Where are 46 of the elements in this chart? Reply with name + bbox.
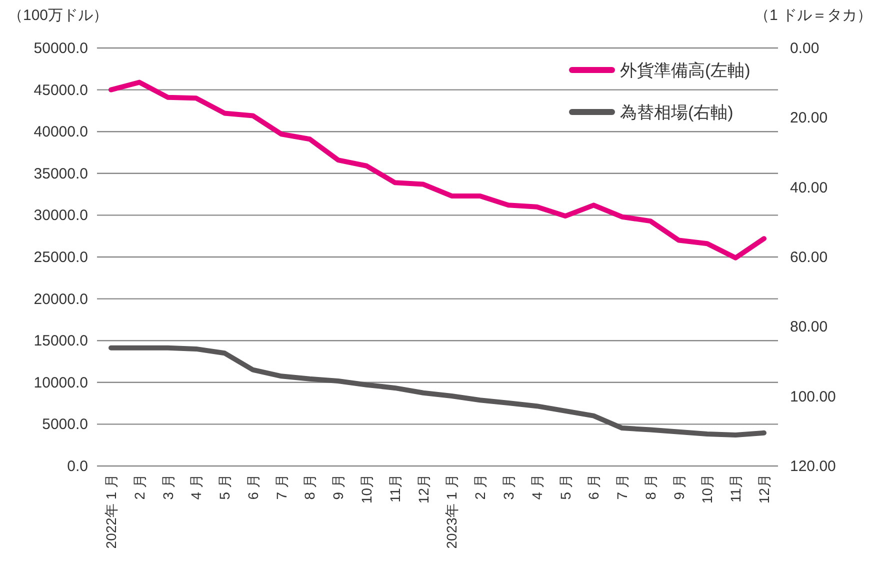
x-tick-label: 10月 bbox=[358, 474, 375, 504]
y2-tick-label: 20.00 bbox=[790, 110, 828, 127]
y-tick-label: 35000.0 bbox=[34, 165, 88, 182]
x-tick-label: 11月 bbox=[386, 474, 403, 503]
y-tick-label: 40000.0 bbox=[34, 124, 88, 141]
x-tick-label: 12月 bbox=[415, 474, 432, 504]
x-tick-label: 3 月 bbox=[500, 474, 516, 500]
x-tick-label: 6 月 bbox=[244, 474, 261, 500]
x-tick-label: 10月 bbox=[699, 474, 716, 504]
y2-tick-label: 120.00 bbox=[790, 458, 836, 475]
x-tick-label: 9 月 bbox=[330, 474, 346, 500]
y-tick-label: 50000.0 bbox=[34, 40, 88, 57]
x-tick-label: 7 月 bbox=[614, 474, 630, 500]
x-tick-label: 2023年 1 月 bbox=[444, 474, 460, 549]
y2-axis-title: （1 ドル＝タカ） bbox=[754, 7, 872, 24]
y2-tick-label: 100.00 bbox=[790, 388, 836, 406]
y-axis-title: （100万ドル） bbox=[8, 7, 108, 24]
y2-tick-label: 40.00 bbox=[790, 179, 828, 196]
y-tick-label: 45000.0 bbox=[34, 82, 88, 99]
x-tick-label: 4 月 bbox=[528, 474, 545, 500]
y2-tick-label: 80.00 bbox=[790, 318, 828, 336]
y2-tick-label: 60.00 bbox=[790, 249, 828, 266]
x-tick-label: 6 月 bbox=[586, 474, 602, 500]
x-tick-label: 3 月 bbox=[160, 474, 176, 500]
legend-label: 外貨準備高(左軸) bbox=[620, 61, 750, 80]
x-tick-label: 5 月 bbox=[216, 474, 233, 500]
y2-tick-label: 0.00 bbox=[790, 40, 820, 57]
x-tick-label: 9 月 bbox=[670, 474, 687, 500]
y-tick-label: 15000.0 bbox=[34, 332, 88, 350]
y-tick-label: 25000.0 bbox=[34, 249, 88, 266]
y-tick-label: 20000.0 bbox=[34, 290, 88, 308]
x-tick-label: 8 月 bbox=[642, 474, 658, 500]
y-tick-label: 10000.0 bbox=[34, 374, 88, 392]
x-tick-label: 7 月 bbox=[273, 474, 290, 500]
legend-label: 為替相場(右軸) bbox=[620, 103, 734, 122]
y-tick-label: 0.0 bbox=[67, 458, 88, 475]
y-tick-label: 5000.0 bbox=[42, 416, 88, 434]
x-tick-label: 2022年 1 月 bbox=[103, 474, 119, 549]
x-tick-label: 5 月 bbox=[557, 474, 574, 500]
x-tick-label: 12月 bbox=[756, 474, 772, 504]
y-tick-label: 30000.0 bbox=[34, 207, 88, 224]
x-tick-label: 4 月 bbox=[188, 474, 204, 500]
x-tick-label: 8 月 bbox=[302, 474, 318, 500]
x-tick-label: 2 月 bbox=[131, 474, 148, 500]
x-tick-label: 11月 bbox=[728, 474, 744, 503]
x-tick-label: 2 月 bbox=[472, 474, 488, 500]
